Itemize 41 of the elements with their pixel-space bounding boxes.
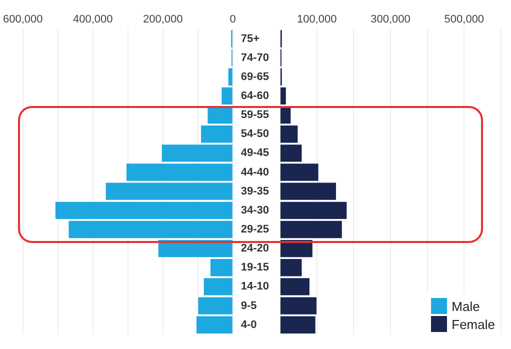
bar bbox=[228, 68, 232, 86]
bar bbox=[55, 202, 232, 219]
x-tick-label: 600,000 bbox=[3, 14, 43, 26]
bar bbox=[280, 87, 286, 105]
bar bbox=[280, 316, 316, 334]
x-tick-label: 0 bbox=[230, 14, 236, 26]
y-tick-label: 29-25 bbox=[240, 224, 270, 236]
bar bbox=[280, 182, 336, 200]
x-tick-label: 200,000 bbox=[142, 14, 183, 26]
bar bbox=[280, 126, 298, 143]
y-tick-label: 19-15 bbox=[240, 262, 270, 274]
y-tick-label: 24-20 bbox=[240, 242, 270, 255]
y-tick-label: 75+ bbox=[240, 32, 260, 45]
y-tick-label: 4-0 bbox=[240, 318, 257, 331]
y-tick-label: 59-55 bbox=[240, 109, 270, 122]
bar bbox=[210, 259, 232, 276]
bar bbox=[106, 182, 232, 200]
bar bbox=[280, 202, 347, 219]
y-tick-label: 54-50 bbox=[240, 128, 270, 140]
legend-label: Male bbox=[452, 298, 480, 314]
bar bbox=[280, 220, 342, 238]
y-tick-label: 69-65 bbox=[240, 70, 270, 83]
bar bbox=[68, 220, 232, 238]
bar bbox=[196, 316, 232, 334]
y-tick-label: 44-40 bbox=[240, 166, 270, 178]
y-tick-label: 14-10 bbox=[240, 280, 270, 293]
y-tick-label: 39-35 bbox=[240, 185, 270, 198]
x-tick-label: 300,000 bbox=[370, 14, 410, 26]
y-tick-label: 9-5 bbox=[240, 300, 257, 312]
y-tick-label: 49-45 bbox=[240, 147, 270, 160]
x-tick-label: 100,000 bbox=[296, 14, 337, 26]
x-tick-label: 500,000 bbox=[444, 14, 484, 26]
x-tick-label: 400,000 bbox=[72, 14, 113, 26]
y-tick-label: 74-70 bbox=[240, 52, 270, 64]
legend-label: Female bbox=[452, 316, 495, 332]
bar bbox=[222, 87, 232, 105]
bar bbox=[201, 126, 232, 143]
bar bbox=[280, 259, 302, 276]
y-tick-label: 64-60 bbox=[240, 90, 270, 102]
y-tick-label: 34-30 bbox=[240, 204, 270, 216]
bar bbox=[208, 106, 232, 124]
